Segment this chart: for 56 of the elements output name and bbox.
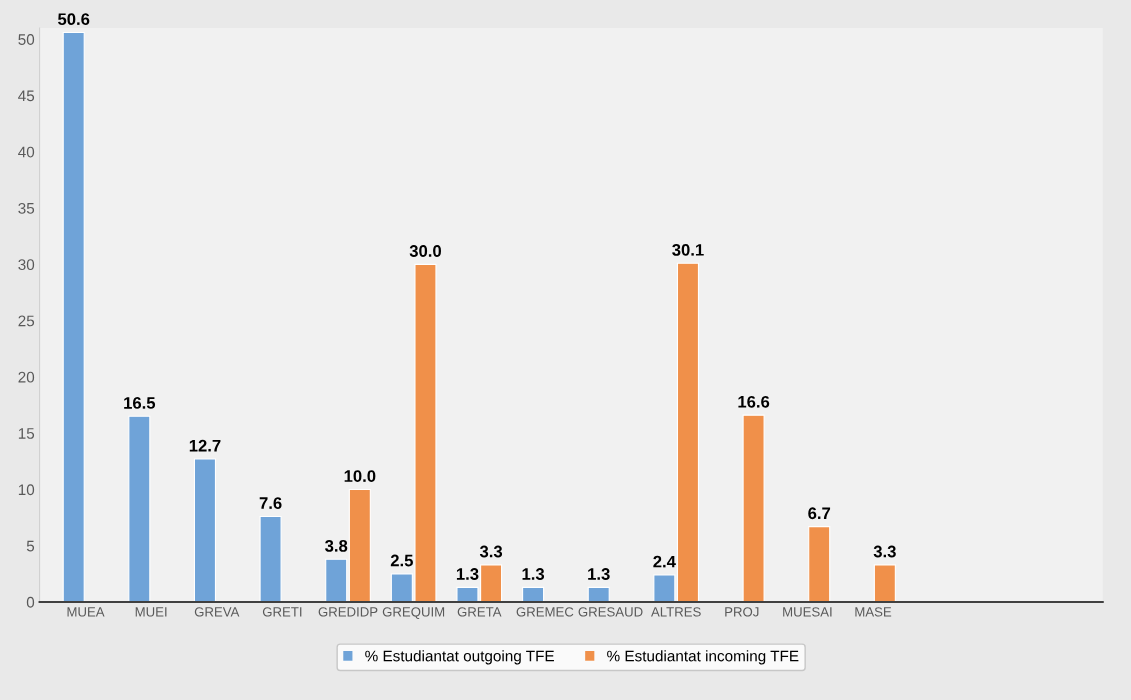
x-tick-label: MASE bbox=[855, 607, 892, 617]
data-label: 2.5 bbox=[390, 554, 413, 567]
x-tick-label: MUESAI bbox=[783, 607, 832, 617]
data-label: 50.6 bbox=[58, 13, 90, 26]
data-label: 1.3 bbox=[456, 568, 479, 580]
y-tick-label: 10 bbox=[18, 484, 35, 496]
data-label: 7.6 bbox=[259, 497, 282, 509]
bar bbox=[676, 262, 700, 602]
bar bbox=[348, 488, 371, 602]
x-tick-label: GREDIDP bbox=[318, 607, 378, 617]
bar bbox=[742, 414, 765, 602]
legend-label: % Estudiantat outgoing TFE bbox=[365, 650, 554, 665]
data-label: 6.7 bbox=[808, 507, 831, 520]
x-tick-label: GRETA bbox=[457, 607, 502, 617]
bar bbox=[808, 526, 831, 602]
y-tick-label: 40 bbox=[18, 146, 35, 158]
bar bbox=[653, 574, 676, 602]
data-label: 30.1 bbox=[672, 243, 704, 256]
data-label: 30.0 bbox=[409, 245, 441, 257]
x-tick-label: GRESAUD bbox=[578, 607, 643, 617]
y-tick-label: 0 bbox=[26, 596, 35, 608]
legend-label: % Estudiantat incoming TFE bbox=[607, 650, 799, 665]
x-tick-label: ALTRES bbox=[651, 607, 701, 617]
x-tick-label: GRETI bbox=[262, 607, 302, 617]
x-tick-label: GREMEC bbox=[516, 607, 574, 617]
data-label: 3.3 bbox=[873, 545, 896, 558]
y-tick-label: 45 bbox=[18, 90, 35, 102]
bar bbox=[587, 586, 610, 602]
data-label: 16.5 bbox=[124, 397, 156, 409]
x-tick-label: MUEI bbox=[135, 607, 167, 617]
bar bbox=[522, 586, 545, 602]
bar bbox=[193, 458, 217, 602]
bar bbox=[259, 515, 282, 602]
y-tick-label: 25 bbox=[18, 315, 35, 327]
y-tick-label: 50 bbox=[18, 34, 35, 45]
data-label: 3.8 bbox=[325, 539, 348, 552]
data-label: 10.0 bbox=[344, 470, 376, 482]
y-tick-label: 5 bbox=[26, 540, 35, 552]
y-tick-label: 20 bbox=[18, 371, 35, 383]
x-tick-label: PROJ bbox=[725, 607, 759, 617]
data-label: 16.6 bbox=[738, 395, 770, 408]
data-label: 1.3 bbox=[588, 568, 610, 580]
data-label: 12.7 bbox=[189, 439, 221, 452]
bar bbox=[128, 415, 151, 602]
y-tick-label: 15 bbox=[18, 428, 35, 439]
x-tick-label: GREVA bbox=[194, 607, 240, 617]
bar bbox=[325, 558, 348, 602]
data-label: 2.4 bbox=[653, 555, 676, 568]
data-label: 3.3 bbox=[479, 545, 503, 558]
x-tick-label: MUEA bbox=[67, 607, 105, 617]
bar bbox=[873, 564, 896, 602]
y-tick-label: 30 bbox=[18, 259, 35, 271]
data-label: 1.3 bbox=[522, 568, 545, 580]
bar bbox=[62, 31, 85, 602]
x-tick-label: GREQUIM bbox=[382, 607, 445, 619]
y-tick-label: 35 bbox=[18, 202, 35, 214]
